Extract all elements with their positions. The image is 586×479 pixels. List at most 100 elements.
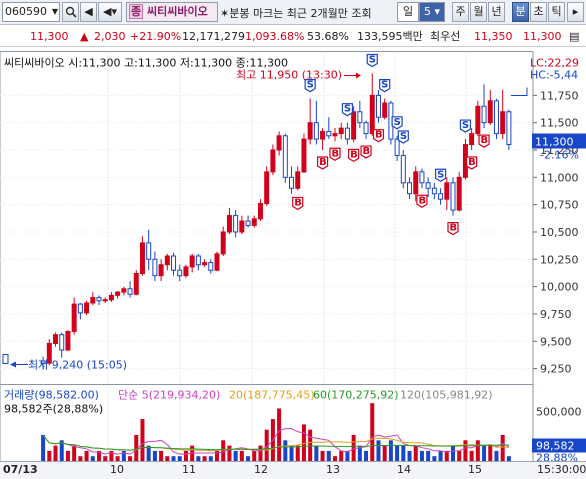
candle-body bbox=[146, 242, 152, 260]
up-arrow-icon: ▲ bbox=[80, 30, 89, 43]
candle-body bbox=[226, 215, 232, 233]
volume-sub-legend: 98,582주(28,88%) bbox=[4, 403, 103, 416]
volume-bar bbox=[258, 445, 263, 462]
interval-select[interactable]: 5 ▾ bbox=[419, 2, 445, 22]
signal-badge-shape bbox=[434, 168, 447, 182]
volume-bar bbox=[333, 456, 337, 462]
signal-badge-shape bbox=[459, 119, 472, 133]
volume-bar bbox=[84, 450, 89, 462]
period-button-month[interactable]: 월 bbox=[470, 2, 487, 22]
candle-body bbox=[90, 297, 96, 304]
x-axis-label-2: 11 bbox=[182, 463, 196, 476]
volume-bar bbox=[314, 445, 319, 462]
period-button-year[interactable]: 년 bbox=[488, 2, 505, 22]
trade-amount: 133,595백만 bbox=[357, 30, 423, 43]
volume-bar bbox=[41, 435, 46, 462]
volume-bar bbox=[109, 450, 114, 462]
signal-badge-shape bbox=[466, 156, 478, 170]
candle-body bbox=[127, 288, 133, 295]
prev-stock-icon[interactable]: ◀ bbox=[80, 2, 97, 22]
volume-axis-tick: 500,000 bbox=[536, 406, 582, 419]
candle-body bbox=[301, 138, 307, 173]
quote-menu-icon[interactable]: ▤ bbox=[569, 30, 580, 43]
candle-body bbox=[475, 105, 481, 135]
x-axis-time-label: 15:30:00 bbox=[537, 463, 586, 476]
volume-bar bbox=[227, 445, 232, 462]
candlestick-series bbox=[40, 73, 512, 370]
current-volume-tag bbox=[532, 438, 586, 453]
stock-code-input[interactable]: 060590 ▼ bbox=[2, 2, 60, 22]
period-button-week[interactable]: 주 bbox=[452, 2, 469, 22]
signal-badge-shape bbox=[360, 145, 372, 159]
price-change-pct: +21.90% bbox=[130, 30, 182, 43]
volume-bar bbox=[128, 456, 133, 462]
volume-bar bbox=[500, 435, 505, 462]
volume-bar bbox=[451, 445, 455, 462]
period-button-second[interactable]: 초 bbox=[530, 2, 547, 22]
stock-name-field[interactable]: 종 씨티씨바이오 bbox=[126, 2, 218, 22]
search-icon[interactable] bbox=[62, 2, 79, 22]
signal-badge-text: B bbox=[319, 157, 327, 168]
candle-body bbox=[313, 122, 319, 140]
speaker-icon[interactable]: ◀▾ bbox=[98, 2, 122, 22]
volume-bar bbox=[295, 445, 300, 462]
scroll-position-icon[interactable] bbox=[511, 87, 528, 96]
signal-badge-text: S bbox=[344, 104, 351, 115]
volume-bar bbox=[370, 403, 375, 462]
ma120-legend: 120(105,981,92) bbox=[400, 389, 493, 402]
signal-badge-shape bbox=[366, 53, 378, 68]
signal-badge-text: S bbox=[394, 117, 401, 128]
candle-body bbox=[208, 262, 214, 271]
period-select[interactable]: 일 bbox=[397, 2, 419, 22]
candle-body bbox=[332, 133, 338, 137]
candle-body bbox=[375, 94, 381, 118]
candle-body bbox=[431, 187, 437, 195]
buy-signal-marker: B bbox=[316, 156, 329, 170]
volume-bar bbox=[463, 440, 468, 462]
candle-body bbox=[419, 171, 425, 184]
volume-ma20-line bbox=[42, 434, 509, 452]
hc-label: HC:-5,44 bbox=[530, 69, 578, 82]
volume-bar bbox=[469, 450, 474, 462]
y-tick-label: 11,750 bbox=[540, 89, 579, 102]
more-options-icon[interactable]: ▸ bbox=[567, 2, 584, 22]
price-axis: 11,75011,50011,25011,00010,75010,50010,2… bbox=[532, 51, 579, 465]
period-button-tick[interactable]: 틱 bbox=[548, 2, 565, 22]
dropdown-arrow-icon[interactable]: ▼ bbox=[51, 7, 58, 16]
candle-body bbox=[139, 242, 145, 274]
volume-bar bbox=[488, 445, 493, 462]
candle-body bbox=[183, 266, 189, 277]
sell-signal-marker: S bbox=[391, 116, 403, 130]
candle-body bbox=[351, 111, 357, 140]
volume-bar bbox=[277, 408, 282, 462]
notice-text: ✶분봉 마크는 최근 2개월만 조회 bbox=[220, 7, 372, 20]
signal-badge-text: S bbox=[400, 131, 407, 142]
current-change-text: -2.16% bbox=[540, 149, 579, 162]
candle-body bbox=[338, 127, 344, 135]
candle-body bbox=[456, 176, 462, 211]
candle-body bbox=[500, 111, 506, 135]
candle-body bbox=[289, 176, 295, 189]
candle-body bbox=[394, 138, 400, 156]
stock-market-badge: 종 bbox=[129, 4, 144, 19]
signal-badge-text: B bbox=[418, 195, 426, 206]
candle-body bbox=[438, 193, 444, 200]
stock-name: 씨티씨바이오 bbox=[146, 5, 208, 18]
candle-body bbox=[450, 182, 456, 211]
signal-badge-shape bbox=[447, 221, 459, 236]
signal-badge-text: S bbox=[437, 169, 444, 180]
volume-bar bbox=[78, 456, 83, 462]
candle-body bbox=[295, 171, 301, 189]
period-button-minute[interactable]: 분 bbox=[512, 2, 529, 22]
candle-body bbox=[164, 255, 170, 266]
high-annotation: 최고 11,950 (13:30) bbox=[236, 69, 342, 82]
signal-badge-text: B bbox=[450, 223, 458, 234]
volume-bar bbox=[90, 456, 95, 462]
volume-bar bbox=[475, 440, 480, 462]
volume-ma5-line bbox=[42, 428, 510, 455]
candle-body bbox=[382, 102, 388, 118]
ma20-legend: 20(187,775,45) bbox=[229, 389, 315, 402]
notice-star-icon: ✶ bbox=[220, 7, 230, 20]
